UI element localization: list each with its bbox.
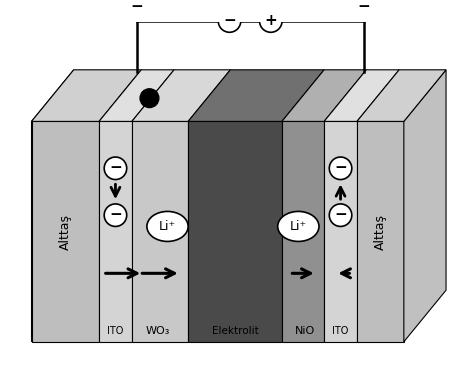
Polygon shape	[32, 70, 74, 342]
Text: Li⁺: Li⁺	[290, 220, 307, 233]
Bar	[99, 121, 132, 342]
Text: Alttaş: Alttaş	[59, 214, 72, 250]
Text: ITO: ITO	[333, 326, 349, 335]
Bar	[324, 121, 357, 342]
Polygon shape	[132, 70, 230, 121]
Text: −: −	[357, 0, 370, 14]
Bar	[132, 121, 188, 342]
Circle shape	[104, 204, 127, 226]
Text: Alttaş: Alttaş	[374, 214, 387, 250]
Circle shape	[329, 204, 352, 226]
Text: NiO: NiO	[295, 326, 315, 335]
Circle shape	[140, 89, 159, 108]
Text: Elektrolit: Elektrolit	[211, 326, 259, 335]
Text: Li⁺: Li⁺	[159, 220, 176, 233]
Text: ITO: ITO	[107, 326, 124, 335]
Text: −: −	[334, 160, 347, 175]
Text: −: −	[130, 0, 143, 14]
Bar	[357, 121, 404, 342]
Polygon shape	[32, 70, 141, 121]
Text: −: −	[109, 160, 122, 175]
Text: −: −	[109, 207, 122, 222]
Polygon shape	[404, 70, 446, 342]
Circle shape	[260, 10, 282, 32]
Ellipse shape	[147, 211, 188, 241]
Bar	[188, 121, 282, 342]
Text: WO₃: WO₃	[146, 326, 171, 335]
Circle shape	[125, 0, 148, 18]
Polygon shape	[324, 70, 399, 121]
Circle shape	[104, 157, 127, 179]
Ellipse shape	[278, 211, 319, 241]
Bar	[32, 121, 99, 342]
Text: +: +	[264, 13, 277, 27]
Circle shape	[329, 157, 352, 179]
Circle shape	[352, 0, 375, 18]
Text: −: −	[223, 13, 236, 27]
Polygon shape	[188, 70, 324, 121]
Bar	[282, 121, 324, 342]
Polygon shape	[99, 70, 174, 121]
Polygon shape	[282, 70, 366, 121]
Circle shape	[218, 10, 241, 32]
Text: −: −	[334, 207, 347, 222]
Polygon shape	[357, 70, 446, 121]
